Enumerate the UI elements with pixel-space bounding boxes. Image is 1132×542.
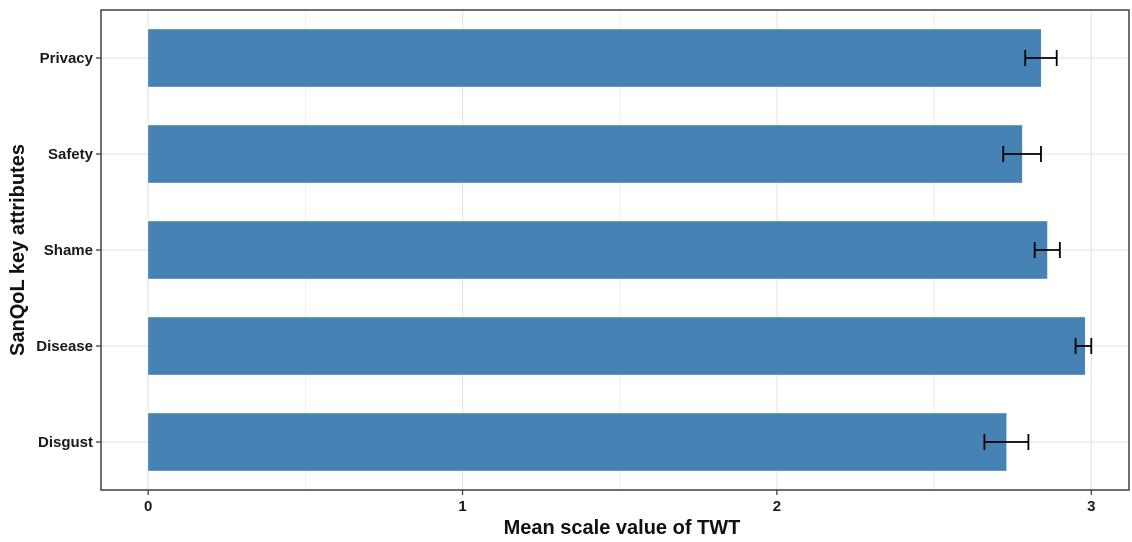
bar-safety [148, 125, 1023, 183]
x-tick-label: 3 [1087, 498, 1095, 515]
y-axis-ticks: Privacy Safety Shame Disease Disgust [36, 50, 101, 451]
x-tick-label: 1 [458, 498, 466, 515]
bars [148, 29, 1085, 471]
y-tick-label: Disgust [38, 434, 93, 451]
x-tick-label: 0 [144, 498, 152, 515]
x-axis-ticks: 0 1 2 3 [144, 490, 1095, 515]
bar-shame [148, 221, 1048, 279]
y-tick-label: Safety [48, 146, 94, 163]
y-axis-title: SanQoL key attributes [7, 144, 29, 356]
error-bars [983, 50, 1093, 450]
y-tick-label: Disease [36, 338, 93, 355]
bar-disgust [148, 413, 1007, 471]
y-tick-label: Privacy [40, 50, 94, 67]
x-axis-title: Mean scale value of TWT [504, 517, 741, 539]
y-tick-label: Shame [44, 242, 93, 259]
bar-privacy [148, 29, 1041, 87]
x-tick-label: 2 [773, 498, 781, 515]
bar-disease [148, 317, 1085, 375]
